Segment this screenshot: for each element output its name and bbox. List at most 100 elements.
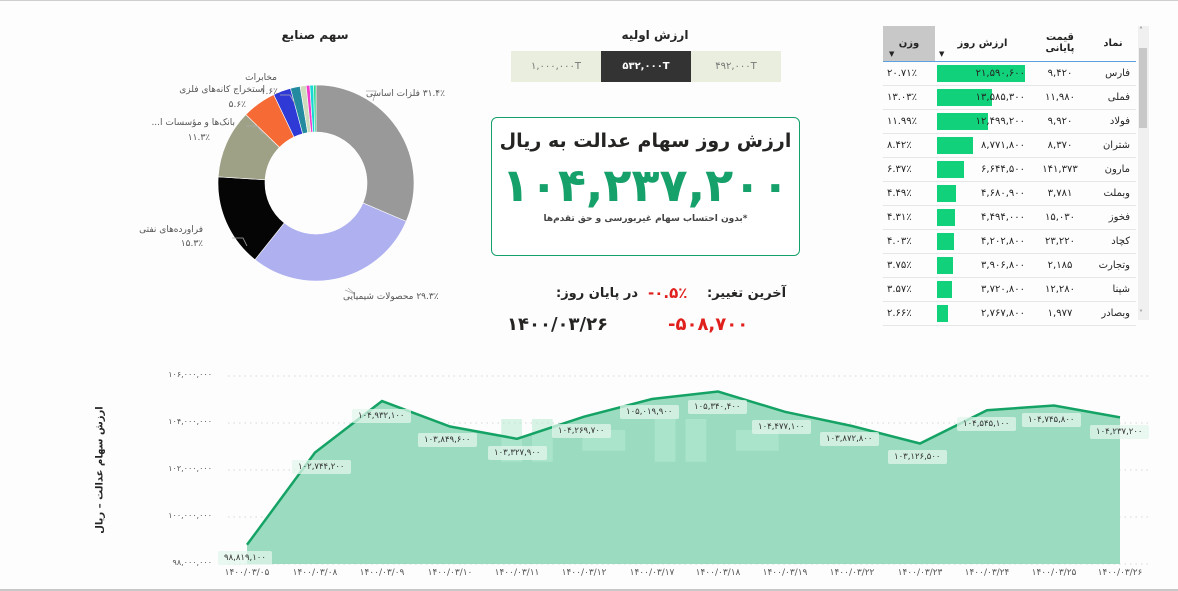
end-of-day-label: در پایان روز:: [556, 286, 639, 301]
x-tick-label: ۱۴۰۰/۰۳/۲۵: [1031, 568, 1077, 578]
pie-label-oil-pct: ۱۵.۳٪: [180, 239, 203, 249]
last-change-pct: -۰.۵٪: [648, 284, 688, 302]
cell-daily-value-text: ۶,۶۴۴,۵۰۰: [981, 163, 1025, 175]
value-data-bar: [937, 208, 956, 226]
initial-value-title: ارزش اولیه: [621, 28, 689, 42]
cell-close-price: ۱۵,۰۳۰: [1030, 205, 1090, 230]
cell-close-price: ۲,۱۸۵: [1030, 253, 1090, 278]
pie-slice[interactable]: [254, 202, 407, 282]
data-point-label: ۱۰۴,۲۳۷,۲۰۰: [1090, 425, 1149, 439]
table-row[interactable]: شپنا ۱۲,۲۸۰ ۳,۷۲۰,۸۰۰ ۳.۵۷٪: [883, 277, 1136, 302]
cell-close-price: ۱۱,۹۸۰: [1030, 85, 1090, 110]
card-title: ارزش روز سهام عدالت به ریال: [499, 130, 792, 152]
table-header-row: نماد قیمت پایانی ارزش روز ▼ وزن ▼: [883, 26, 1136, 62]
last-change-label: آخرین تغییر:: [707, 286, 787, 301]
x-tick-label: ۱۴۰۰/۰۳/۰۹: [359, 568, 405, 578]
value-data-bar: [937, 304, 949, 322]
cell-weight: ۴.۳۱٪: [883, 205, 935, 230]
scroll-down-icon[interactable]: ˅: [1139, 309, 1143, 318]
value-data-bar: [937, 160, 965, 178]
cell-daily-value: ۴,۶۸۰,۹۰۰: [935, 181, 1030, 206]
y-tick-label: ۱۰۲,۰۰۰,۰۰۰: [168, 464, 212, 473]
initial-value-option-492000[interactable]: ۴۹۲,۰۰۰T: [691, 51, 781, 82]
initial-value-option-1000000[interactable]: ۱,۰۰۰,۰۰۰T: [511, 51, 601, 82]
table-row[interactable]: فملی ۱۱,۹۸۰ ۱۳,۵۸۵,۳۰۰ ۱۳.۰۳٪: [883, 85, 1136, 110]
pie-title: سهم صنایع: [281, 28, 349, 42]
table-row-partial[interactable]: [883, 325, 1136, 328]
table-row[interactable]: شتران ۸,۳۷۰ ۸,۷۷۱,۸۰۰ ۸.۴۲٪: [883, 133, 1136, 158]
col-header-daily-value[interactable]: ارزش روز ▼: [935, 26, 1030, 62]
sort-desc-icon: ▼: [939, 49, 945, 58]
cell-close-price: ۲۳,۲۲۰: [1030, 229, 1090, 254]
pie-leader-line: [280, 94, 296, 105]
data-point-label: ۱۰۵,۰۱۹,۹۰۰: [620, 405, 679, 419]
cell-daily-value-text: ۴,۲۰۲,۸۰۰: [981, 235, 1025, 247]
col-header-daily-value-label: ارزش روز: [957, 37, 1008, 49]
data-point-label: ۱۰۵,۳۴۰,۴۰۰: [688, 400, 747, 414]
table-row[interactable]: فخوز ۱۵,۰۳۰ ۴,۴۹۴,۰۰۰ ۴.۳۱٪: [883, 205, 1136, 230]
cell-weight: ۴.۴۹٪: [883, 181, 935, 206]
cell-symbol: مارون: [1090, 157, 1136, 182]
pie-label-mining: استخراج کانه‌های فلزی: [179, 85, 265, 95]
table-row[interactable]: وبصادر ۱,۹۷۷ ۲,۷۶۷,۸۰۰ ۲.۶۶٪: [883, 301, 1136, 326]
cell-weight: ۱۳.۰۳٪: [883, 85, 935, 110]
data-point-label: ۱۰۴,۷۴۵,۸۰۰: [1022, 413, 1081, 427]
y-tick-label: ۹۸,۰۰۰,۰۰۰: [172, 558, 212, 567]
cell-weight: ۸.۴۲٪: [883, 133, 935, 158]
cell-daily-value-text: ۴,۶۸۰,۹۰۰: [981, 187, 1025, 199]
table-row[interactable]: فارس ۹,۴۲۰ ۲۱,۵۹۰,۶۰۰ ۲۰.۷۱٪: [883, 61, 1136, 86]
pie-slice[interactable]: [315, 84, 415, 222]
pie-label-banks: بانک‌ها و مؤسسات ا...: [151, 118, 235, 128]
x-tick-label: ۱۴۰۰/۰۳/۰۵: [224, 568, 270, 578]
pie-label-telecom-pct: ۱.۶٪: [260, 87, 278, 97]
y-tick-label: ۱۰۴,۰۰۰,۰۰۰: [168, 417, 212, 426]
col-header-weight[interactable]: وزن ▼: [883, 26, 935, 62]
daily-value-card: ارزش روز سهام عدالت به ریال ۱۰۴,۲۳۷,۲۰۰ …: [491, 117, 800, 256]
cell-weight: ۴.۰۳٪: [883, 229, 935, 254]
x-tick-label: ۱۴۰۰/۰۳/۱۱: [494, 568, 540, 578]
cell-symbol: کچاد: [1090, 229, 1136, 254]
data-point-label: ۱۰۴,۲۶۹,۷۰۰: [552, 424, 611, 438]
table-row[interactable]: کچاد ۲۳,۲۲۰ ۴,۲۰۲,۸۰۰ ۴.۰۳٪: [883, 229, 1136, 254]
cell-daily-value: ۳,۹۰۶,۸۰۰: [935, 253, 1030, 278]
scroll-up-icon[interactable]: ˄: [1139, 26, 1143, 35]
pie-leader-line: [246, 125, 264, 135]
col-header-symbol[interactable]: نماد: [1090, 26, 1136, 62]
data-point-label: ۱۰۳,۸۴۹,۶۰۰: [418, 433, 477, 447]
cell-symbol: شتران: [1090, 133, 1136, 158]
x-tick-label: ۱۴۰۰/۰۳/۲۲: [829, 568, 875, 578]
table-row[interactable]: وتجارت ۲,۱۸۵ ۳,۹۰۶,۸۰۰ ۳.۷۵٪: [883, 253, 1136, 278]
value-data-bar: [937, 112, 988, 130]
table-row[interactable]: وبملت ۳,۷۸۱ ۴,۶۸۰,۹۰۰ ۴.۴۹٪: [883, 181, 1136, 206]
cell-daily-value-text: ۳,۷۲۰,۸۰۰: [981, 283, 1025, 295]
cell-daily-value: ۴,۲۰۲,۸۰۰: [935, 229, 1030, 254]
table-scrollbar[interactable]: ˄ ˅: [1138, 26, 1149, 320]
col-header-close-price[interactable]: قیمت پایانی: [1030, 26, 1090, 62]
table-row[interactable]: فولاد ۹,۹۲۰ ۱۲,۴۹۹,۲۰۰ ۱۱.۹۹٪: [883, 109, 1136, 134]
col-header-weight-label: وزن: [898, 37, 920, 49]
pie-slice[interactable]: [313, 84, 317, 133]
end-of-day-date: ۱۴۰۰/۰۳/۲۶: [507, 314, 609, 335]
value-data-bar: [937, 232, 955, 250]
scrollbar-thumb[interactable]: [1139, 48, 1147, 128]
x-tick-label: ۱۴۰۰/۰۳/۱۹: [762, 568, 808, 578]
pie-label-metals: ۳۱.۴٪ فلزات اساسی: [366, 89, 445, 99]
cell-weight: ۲.۶۶٪: [883, 301, 935, 326]
cell-symbol: وتجارت: [1090, 253, 1136, 278]
cell-symbol: وبملت: [1090, 181, 1136, 206]
cell-symbol: فملی: [1090, 85, 1136, 110]
cell-close-price: ۸,۳۷۰: [1030, 133, 1090, 158]
value-data-bar: [937, 64, 1025, 82]
table-row[interactable]: مارون ۱۴۱,۳۷۳ ۶,۶۴۴,۵۰۰ ۶.۳۷٪: [883, 157, 1136, 182]
x-tick-label: ۱۴۰۰/۰۳/۲۶: [1097, 568, 1143, 578]
data-point-label: ۱۰۴,۵۴۵,۱۰۰: [957, 417, 1016, 431]
cell-weight: ۶.۳۷٪: [883, 157, 935, 182]
cell-close-price: ۱,۹۷۷: [1030, 301, 1090, 326]
cell-weight: ۱۱.۹۹٪: [883, 109, 935, 134]
cell-daily-value: ۳,۷۲۰,۸۰۰: [935, 277, 1030, 302]
industry-share-donut-chart[interactable]: [140, 60, 440, 310]
initial-value-option-532000[interactable]: ۵۳۲,۰۰۰T: [601, 51, 691, 82]
cell-weight: ۲۰.۷۱٪: [883, 61, 935, 86]
cell-weight: ۳.۷۵٪: [883, 253, 935, 278]
value-data-bar: [937, 136, 973, 154]
